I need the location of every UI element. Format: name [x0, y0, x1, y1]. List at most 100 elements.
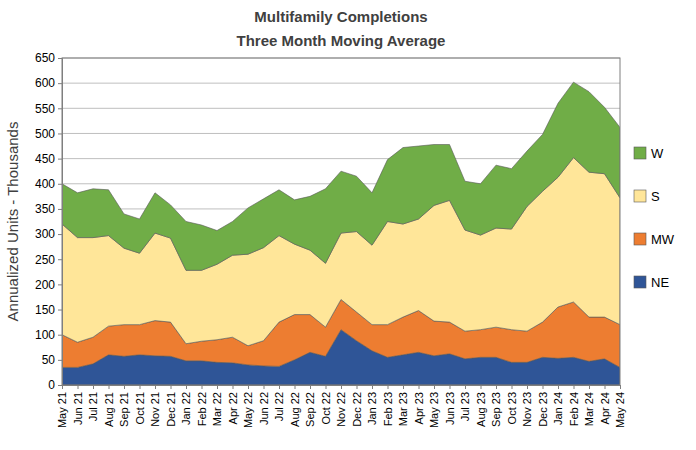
- tick-mark: [326, 385, 327, 389]
- tick: 250: [35, 253, 62, 267]
- tick: Jul 22: [273, 385, 285, 421]
- tick-mark: [217, 385, 218, 389]
- tick-label: Jul 21: [87, 392, 99, 421]
- tick-mark: [589, 385, 590, 389]
- tick-label: Aug 22: [289, 392, 301, 427]
- tick: Jan 22: [180, 385, 192, 425]
- tick: Nov 23: [521, 385, 533, 427]
- tick: Apr 23: [413, 385, 425, 424]
- tick-mark: [58, 385, 62, 386]
- tick-label: May 22: [242, 392, 254, 428]
- areas: [62, 82, 620, 385]
- tick: Feb 22: [196, 385, 208, 426]
- tick: Apr 22: [227, 385, 239, 424]
- tick-mark: [58, 58, 62, 59]
- tick-mark: [450, 385, 451, 389]
- tick-mark: [372, 385, 373, 389]
- tick: Nov 22: [335, 385, 347, 427]
- tick-mark: [124, 385, 125, 389]
- tick: Sep 23: [490, 385, 502, 427]
- tick-label: 600: [35, 76, 55, 90]
- tick: Jun 22: [258, 385, 270, 425]
- tick: Jun 23: [444, 385, 456, 425]
- tick: 450: [35, 152, 62, 166]
- tick-label: May 23: [428, 392, 440, 428]
- tick-label: Nov 21: [149, 392, 161, 427]
- tick-mark: [58, 159, 62, 160]
- tick: Feb 24: [568, 385, 580, 426]
- tick-mark: [279, 385, 280, 389]
- tick-label: 550: [35, 102, 55, 116]
- legend-swatch: [634, 276, 646, 288]
- tick-label: May 24: [614, 392, 626, 428]
- tick-mark: [264, 385, 265, 389]
- tick-label: Mar 23: [397, 392, 409, 426]
- tick-label: Nov 22: [335, 392, 347, 427]
- tick-label: Mar 22: [211, 392, 223, 426]
- tick: 650: [35, 51, 62, 65]
- tick: Apr 24: [599, 385, 611, 424]
- tick-mark: [202, 385, 203, 389]
- tick-mark: [109, 385, 110, 389]
- tick-label: Oct 22: [320, 392, 332, 424]
- tick-mark: [295, 385, 296, 389]
- tick: 500: [35, 127, 62, 141]
- tick: Dec 23: [537, 385, 549, 427]
- tick-label: 400: [35, 177, 55, 191]
- tick: May 24: [614, 385, 626, 428]
- tick-mark: [481, 385, 482, 389]
- tick-label: Apr 22: [227, 392, 239, 424]
- tick: Jul 23: [459, 385, 471, 421]
- y-axis-title: Annualized Units - Thousands: [4, 122, 21, 322]
- tick-mark: [605, 385, 606, 389]
- tick-label: Dec 22: [351, 392, 363, 427]
- tick: Aug 22: [289, 385, 301, 427]
- tick: 300: [35, 227, 62, 241]
- tick-mark: [171, 385, 172, 389]
- tick-label: Jun 22: [258, 392, 270, 425]
- tick: Aug 23: [475, 385, 487, 427]
- tick-label: Nov 23: [521, 392, 533, 427]
- tick-mark: [186, 385, 187, 389]
- tick: May 21: [56, 385, 68, 428]
- tick: Mar 24: [583, 385, 595, 426]
- tick-mark: [58, 335, 62, 336]
- tick: May 23: [428, 385, 440, 428]
- tick-label: Jun 23: [444, 392, 456, 425]
- tick: May 22: [242, 385, 254, 428]
- legend-item: S: [634, 189, 660, 204]
- tick-label: Oct 21: [134, 392, 146, 424]
- legend-swatch: [634, 190, 646, 202]
- tick-label: 650: [35, 51, 55, 65]
- tick-label: Feb 22: [196, 392, 208, 426]
- tick-mark: [58, 360, 62, 361]
- tick-label: 100: [35, 328, 55, 342]
- legend-item: W: [634, 146, 664, 161]
- plot: 050100150200250300350400450500550600650M…: [35, 51, 626, 428]
- tick-mark: [248, 385, 249, 389]
- grid-line: [62, 108, 620, 109]
- tick-label: 450: [35, 152, 55, 166]
- tick-mark: [543, 385, 544, 389]
- tick-mark: [58, 234, 62, 235]
- tick-label: Dec 23: [537, 392, 549, 427]
- tick-mark: [388, 385, 389, 389]
- tick: Jan 24: [552, 385, 564, 425]
- tick-mark: [233, 385, 234, 389]
- plot-frame: [62, 58, 620, 385]
- tick: 100: [35, 328, 62, 342]
- tick-label: Apr 24: [599, 392, 611, 424]
- tick: 400: [35, 177, 62, 191]
- legend: WSMWNE: [634, 146, 675, 290]
- tick: 0: [48, 378, 62, 392]
- tick: Mar 22: [211, 385, 223, 426]
- tick-label: Jul 23: [459, 392, 471, 421]
- y-axis: 050100150200250300350400450500550600650: [35, 51, 63, 392]
- x-axis: May 21Jun 21Jul 21Aug 21Sep 21Oct 21Nov …: [56, 385, 626, 428]
- tick: Oct 23: [506, 385, 518, 424]
- tick-label: Jul 22: [273, 392, 285, 421]
- tick-mark: [512, 385, 513, 389]
- tick-label: Jan 24: [552, 392, 564, 425]
- tick-mark: [140, 385, 141, 389]
- tick-label: Jan 22: [180, 392, 192, 425]
